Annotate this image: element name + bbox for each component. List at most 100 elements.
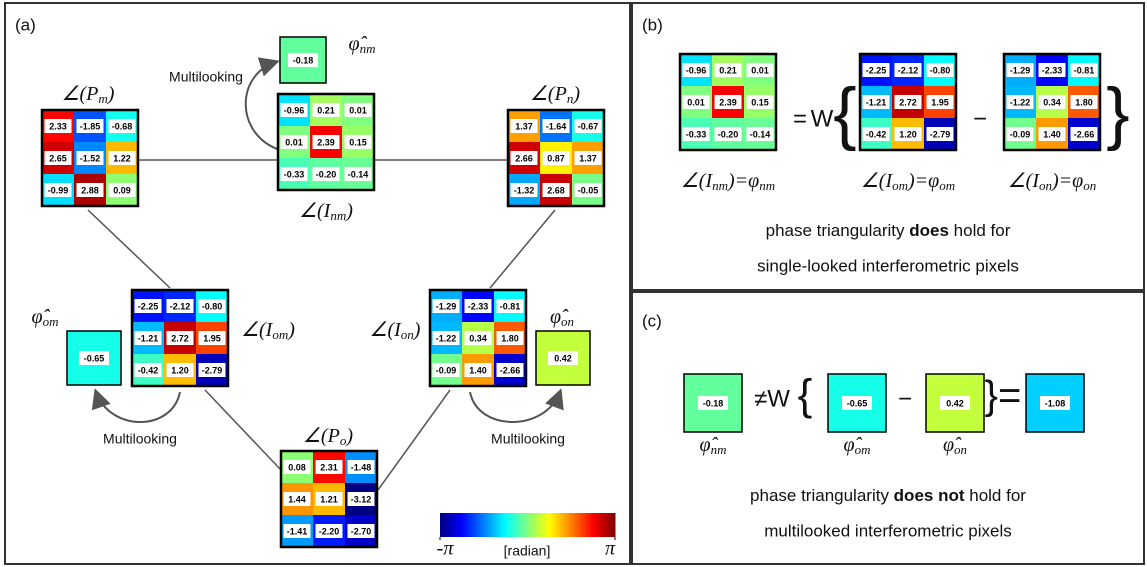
value-box <box>542 183 570 197</box>
cell-value: 1.37 <box>579 153 597 163</box>
cell-value: -0.42 <box>138 365 159 375</box>
cell-value: 2.39 <box>317 137 335 147</box>
cell-value: -1.41 <box>287 526 308 536</box>
cell-value: -0.18 <box>293 55 314 65</box>
colorbar-segment <box>450 513 453 537</box>
value-box <box>542 119 570 133</box>
grid-border <box>40 108 140 208</box>
colorbar-tick-label: π <box>605 538 616 560</box>
value-box <box>1006 63 1034 77</box>
symbol: ∠(P <box>62 83 99 105</box>
colorbar-segment <box>510 513 513 537</box>
symbol: ∠(I <box>370 319 403 341</box>
subscript: om <box>43 314 59 329</box>
equals: = <box>793 105 807 132</box>
cell-value: -0.96 <box>686 65 707 75</box>
colorbar-segment <box>590 513 593 537</box>
square-border <box>279 36 327 84</box>
value-box <box>315 460 343 474</box>
cell-value: -0.80 <box>202 301 223 311</box>
cell-value: 2.39 <box>719 97 737 107</box>
cell-value: -0.81 <box>1074 65 1095 75</box>
value-box <box>496 363 524 377</box>
value-box <box>464 363 492 377</box>
cell-value: -0.33 <box>686 129 707 139</box>
cell-value: -0.67 <box>578 121 599 131</box>
cell-value: -2.33 <box>468 301 489 311</box>
grid-border <box>279 449 379 549</box>
colorbar-segment <box>472 513 476 537</box>
grid-border <box>428 288 528 388</box>
value-box <box>1070 95 1098 109</box>
value-box <box>432 299 460 313</box>
colorbar-segment <box>595 513 598 537</box>
cell-value: -2.79 <box>930 129 951 139</box>
value-box <box>134 363 162 377</box>
value-box <box>714 63 742 77</box>
cell-value: -1.22 <box>1010 97 1031 107</box>
math-label: ∠(Ion)=φon <box>1008 170 1096 193</box>
symbol: ) <box>413 319 421 341</box>
value-box <box>1070 63 1098 77</box>
colorbar-segment <box>577 513 581 537</box>
colorbar-segment <box>470 513 473 537</box>
value-box <box>510 119 538 133</box>
symbol: ) <box>107 83 115 105</box>
cell-value: 1.40 <box>469 365 487 375</box>
colorbar-segment <box>610 513 613 537</box>
value-box <box>134 331 162 345</box>
colorbar-segment <box>460 513 463 537</box>
subscript: on <box>1039 178 1052 193</box>
colorbar-segment <box>557 513 561 537</box>
value-box <box>894 95 922 109</box>
value-box <box>464 331 492 345</box>
math-label: φ̂on <box>943 434 967 457</box>
value-box <box>280 135 308 149</box>
cell-value: 2.65 <box>49 153 67 163</box>
colorbar-segment <box>517 513 521 537</box>
cell-value: -3.12 <box>351 494 372 504</box>
cell-value: -0.05 <box>578 185 599 195</box>
subscript: om <box>892 178 908 193</box>
cell-value: 1.80 <box>501 333 519 343</box>
colorbar-segment <box>612 513 616 537</box>
subscript: o <box>340 433 347 448</box>
value-box <box>166 363 194 377</box>
colorbar-segment <box>550 513 553 537</box>
cell-value: -0.20 <box>718 129 739 139</box>
colorbar-segment <box>567 513 571 537</box>
value-box <box>76 183 104 197</box>
cell-value: 0.01 <box>751 65 769 75</box>
colorbar-segment <box>580 513 583 537</box>
cell-value: 1.80 <box>1075 97 1093 107</box>
value-box <box>548 351 578 365</box>
colorbar-segment <box>587 513 591 537</box>
colorbar-segment <box>527 513 531 537</box>
math-label: φ̂nm <box>349 33 376 56</box>
value-box <box>315 524 343 538</box>
panel-c <box>631 291 1145 565</box>
symbol: ) <box>287 319 295 341</box>
cell-value: -0.33 <box>284 169 305 179</box>
cell-value: 0.15 <box>751 97 769 107</box>
math-label: ∠(Pm) <box>62 83 115 106</box>
math-label: φ̂om <box>844 434 871 457</box>
cell-value: -2.25 <box>866 65 887 75</box>
cell-value: -2.12 <box>898 65 919 75</box>
colorbar-segment <box>560 513 563 537</box>
colorbar-segment <box>597 513 601 537</box>
symbol: ∠(I <box>241 319 274 341</box>
value-box <box>1070 127 1098 141</box>
value-box <box>682 95 710 109</box>
colorbar-segment <box>475 513 478 537</box>
colorbar-segment <box>585 513 588 537</box>
colorbar-segment <box>492 513 496 537</box>
brace: { <box>833 73 856 151</box>
subscript: om <box>855 442 871 457</box>
colorbar-segment <box>452 513 456 537</box>
value-box <box>714 127 742 141</box>
value-box <box>682 63 710 77</box>
cell-value: -2.33 <box>1042 65 1063 75</box>
value-box <box>510 151 538 165</box>
subscript: nm <box>712 178 728 193</box>
